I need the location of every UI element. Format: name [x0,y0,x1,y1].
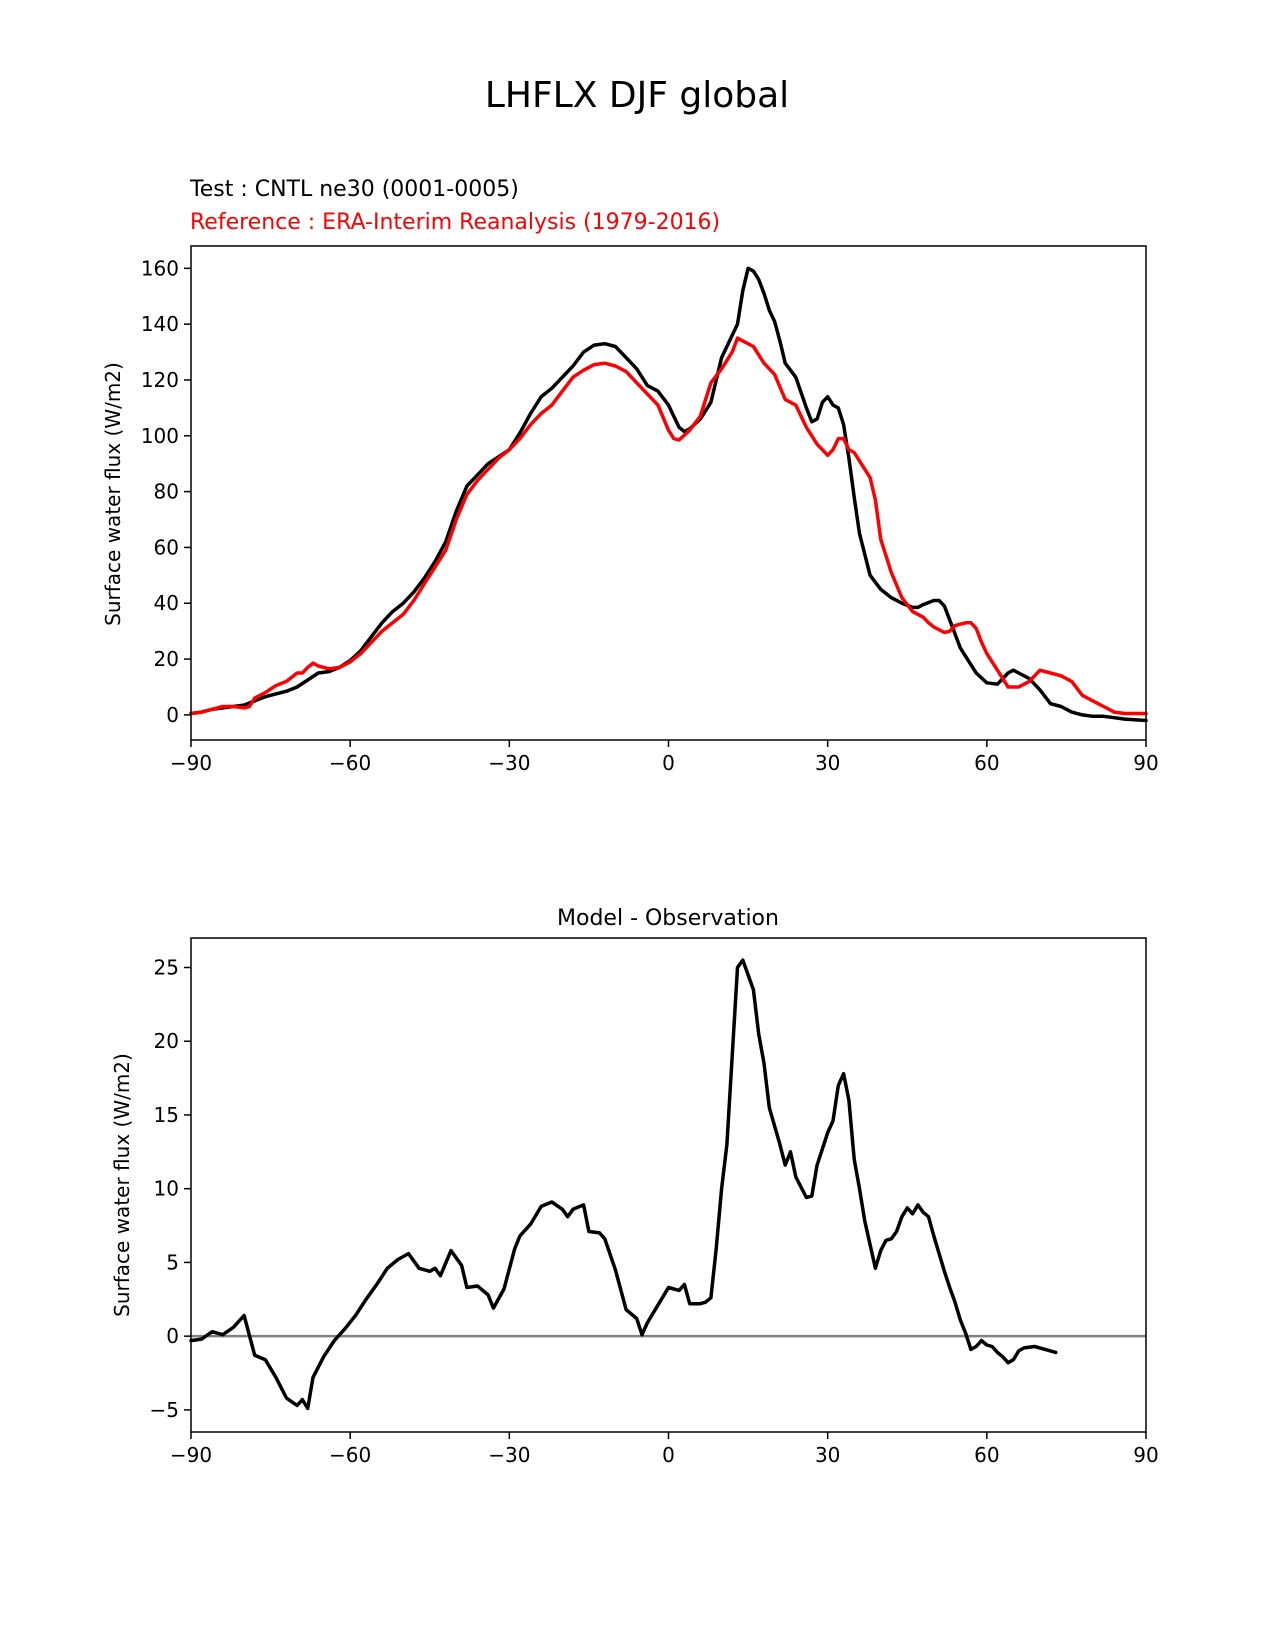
x-tick-label-top: 0 [662,751,675,775]
x-tick-label-top: −30 [488,751,530,775]
y-tick-label-top: 120 [141,368,179,392]
y-tick-label-top: 80 [154,480,179,504]
x-tick-label-bottom: 90 [1133,1443,1158,1467]
x-tick-label-bottom: −30 [488,1443,530,1467]
y-axis-ticks-top: 0 20 40 60 80 100 120 140 160 [141,256,191,727]
series-lines-top [189,266,1148,723]
x-tick-label-bottom: 0 [662,1443,675,1467]
plot-frame-top [190,245,1147,741]
test-series-line [189,266,1148,723]
y-tick-label-top: 60 [154,535,179,559]
x-tick-label-top: 90 [1133,751,1158,775]
x-tick-label-bottom: 30 [815,1443,840,1467]
test-label: Test : CNTL ne30 (0001-0005) [189,177,519,202]
y-tick-label-bottom: 25 [154,955,179,979]
y-tick-label-top: 40 [154,591,179,615]
bottom-chart-title: Model - Observation [557,906,779,931]
y-tick-label-bottom: 0 [166,1324,179,1348]
x-axis-ticks-bottom: −90 −60 −30 0 30 60 90 [170,1432,1159,1467]
x-tick-label-bottom: −90 [170,1443,212,1467]
line-chart-bottom: Model - Observation Surface water flux (… [110,906,1159,1467]
y-tick-label-bottom: 5 [166,1250,179,1274]
y-tick-label-bottom: 20 [154,1029,179,1053]
y-tick-label-bottom: 10 [154,1177,179,1201]
y-tick-label-bottom: −5 [150,1398,179,1422]
y-tick-label-top: 100 [141,424,179,448]
y-axis-label-top: Surface water flux (W/m2) [101,362,125,626]
x-tick-label-bottom: 60 [974,1443,999,1467]
y-axis-label-bottom: Surface water flux (W/m2) [110,1053,134,1317]
series-lines-bottom [189,958,1058,1411]
x-tick-label-top: 60 [974,751,999,775]
y-tick-label-top: 0 [166,703,179,727]
x-tick-label-top: −60 [329,751,371,775]
figure-title: LHFLX DJF global [485,75,789,116]
y-tick-label-bottom: 15 [154,1103,179,1127]
y-tick-label-top: 160 [141,256,179,280]
y-tick-label-top: 140 [141,312,179,336]
x-tick-label-top: −90 [170,751,212,775]
x-tick-label-bottom: −60 [329,1443,371,1467]
reference-series-line [189,336,1148,716]
x-axis-ticks-top: −90 −60 −30 0 30 60 90 [170,740,1159,775]
x-tick-label-top: 30 [815,751,840,775]
y-axis-ticks-bottom: −5 0 5 10 15 20 25 [150,955,191,1422]
reference-label: Reference : ERA-Interim Reanalysis (1979… [190,210,720,235]
y-tick-label-top: 20 [154,647,179,671]
plot-frame-bottom [190,937,1147,1433]
line-chart-top: Test : CNTL ne30 (0001-0005) Reference :… [101,177,1159,775]
difference-series-line [189,958,1058,1411]
